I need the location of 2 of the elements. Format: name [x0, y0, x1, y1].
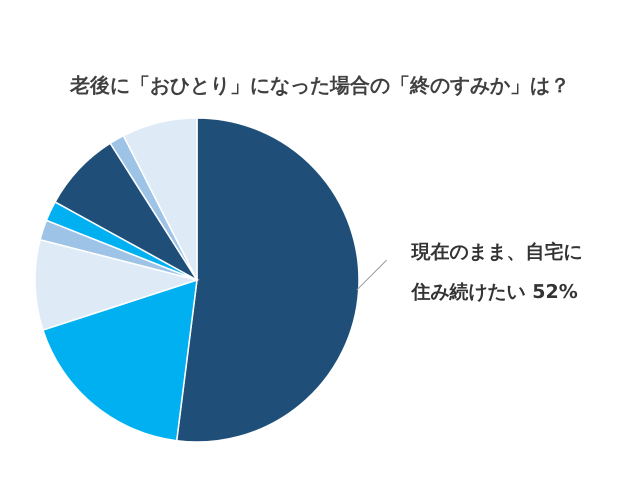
slice-label: 現在のまま、自宅に住み続けたい 52% [410, 241, 583, 304]
chart-title: 老後に「おひとり」になった場合の「終のすみか」は？ [68, 72, 571, 99]
